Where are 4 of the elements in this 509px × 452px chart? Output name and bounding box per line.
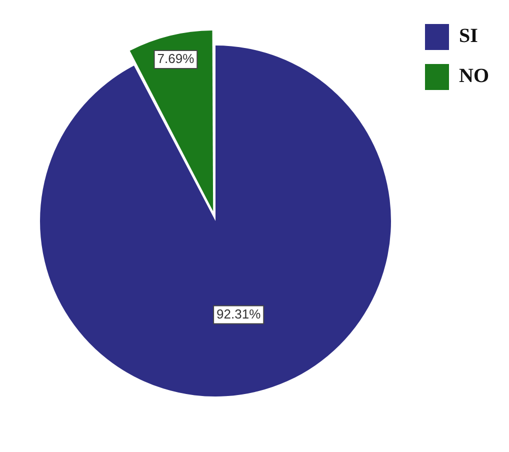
- legend-label: SI: [459, 25, 478, 48]
- data-label: 92.31%: [216, 306, 262, 322]
- data-label: 7.69%: [157, 51, 195, 66]
- legend-label: NO: [459, 65, 489, 88]
